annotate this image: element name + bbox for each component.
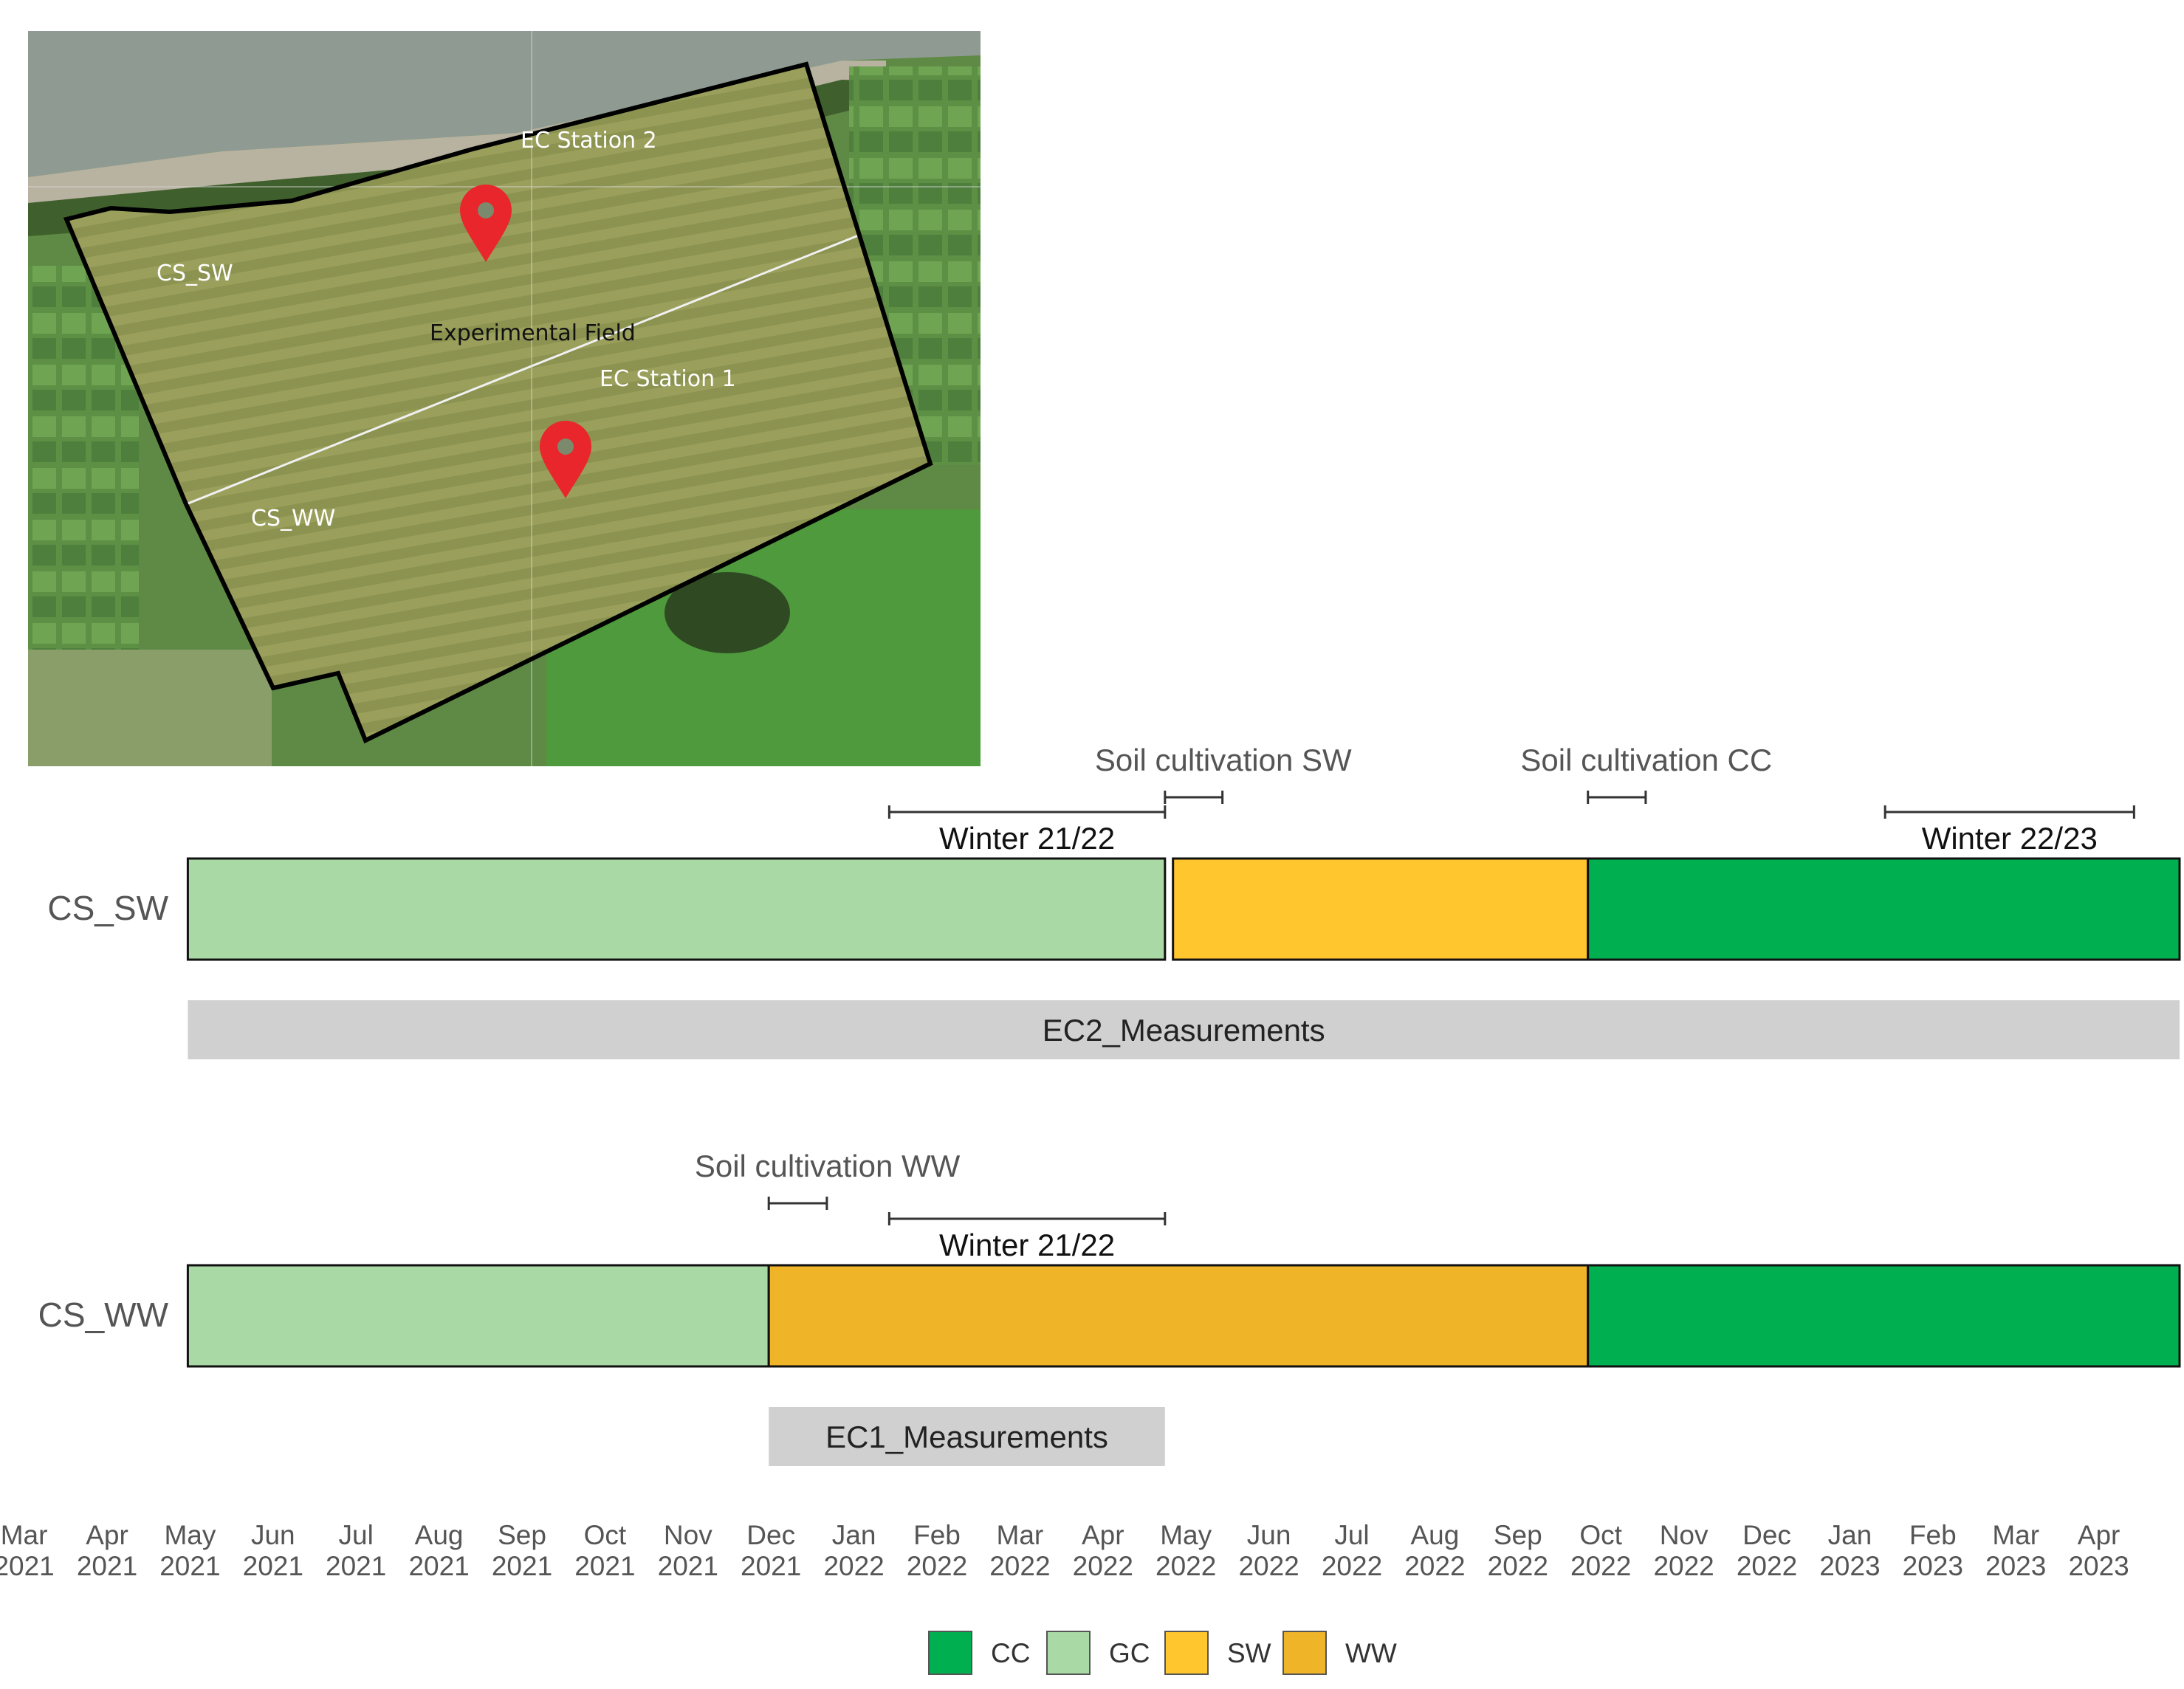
tick-label-month: Jul xyxy=(1334,1520,1369,1550)
tick-label-year: 2021 xyxy=(741,1551,801,1581)
tick-label-year: 2023 xyxy=(1819,1551,1880,1581)
tick-label-month: Aug xyxy=(1410,1520,1459,1550)
time-axis: Mar2021Apr2021May2021Jun2021Jul2021Aug20… xyxy=(0,1520,2129,1581)
tick-label-year: 2023 xyxy=(1903,1551,1963,1581)
tick-label-month: Sep xyxy=(498,1520,546,1550)
tick-label-month: Jun xyxy=(1247,1520,1291,1550)
tick-label-month: Jan xyxy=(832,1520,876,1550)
tick-label-month: Mar xyxy=(1992,1520,2039,1550)
tick-label-year: 2022 xyxy=(1737,1551,1797,1581)
tick-label-year: 2022 xyxy=(1488,1551,1548,1581)
legend-swatch-gc xyxy=(1046,1631,1091,1675)
legend-label-gc: GC xyxy=(1109,1638,1150,1668)
tick-label-month: Nov xyxy=(664,1520,712,1550)
tick-label-month: Jan xyxy=(1828,1520,1872,1550)
tick-label-year: 2021 xyxy=(0,1551,55,1581)
tick-label-month: Oct xyxy=(584,1520,627,1550)
tick-label-year: 2022 xyxy=(989,1551,1050,1581)
legend-label-cc: CC xyxy=(991,1638,1030,1668)
tick-label-month: Dec xyxy=(1742,1520,1791,1550)
tick-label-year: 2022 xyxy=(1073,1551,1133,1581)
tick-label-year: 2021 xyxy=(326,1551,386,1581)
crop-segment-cc xyxy=(1587,857,2181,961)
tick-label-year: 2022 xyxy=(823,1551,884,1581)
tick-label-year: 2022 xyxy=(1570,1551,1631,1581)
tick-label-month: Sep xyxy=(1494,1520,1542,1550)
tick-label-year: 2021 xyxy=(492,1551,552,1581)
tick-label-year: 2023 xyxy=(2068,1551,2129,1581)
tick-label-month: Oct xyxy=(1579,1520,1622,1550)
tick-label-year: 2022 xyxy=(1322,1551,1382,1581)
tick-label-year: 2021 xyxy=(408,1551,469,1581)
measurement-bar xyxy=(188,1000,2180,1059)
legend-swatch-ww xyxy=(1282,1631,1327,1675)
crop-segment-gc xyxy=(186,857,1167,961)
tick-label-month: Apr xyxy=(1082,1520,1124,1550)
field-divider xyxy=(185,233,861,506)
crop-segment-ww xyxy=(767,1264,1590,1368)
tick-label-month: Dec xyxy=(746,1520,795,1550)
field-boundary xyxy=(63,61,933,744)
tick-label-month: Mar xyxy=(1,1520,48,1550)
tick-label-month: Nov xyxy=(1660,1520,1709,1550)
measurement-label: EC1_Measurements xyxy=(825,1420,1108,1454)
legend: CC GC SW WW xyxy=(928,1631,1397,1675)
location-pin-icon xyxy=(460,185,512,262)
tick-label-year: 2022 xyxy=(1404,1551,1465,1581)
tick-label-year: 2021 xyxy=(243,1551,303,1581)
map-label-cs-ww: CS_WW xyxy=(251,506,335,532)
tick-label-year: 2023 xyxy=(1985,1551,2046,1581)
measurement-label: EC2_Measurements xyxy=(1043,1013,1325,1048)
tick-label-year: 2021 xyxy=(574,1551,635,1581)
location-pin-icon xyxy=(540,421,591,498)
tick-label-year: 2022 xyxy=(1653,1551,1714,1581)
tick-label-month: Jun xyxy=(251,1520,295,1550)
timeline-chart: CS_SW EC2_Measurements Winter 21/22 Soil cu… xyxy=(38,743,2181,1466)
cultivation-interval-label: Soil cultivation SW xyxy=(1095,743,1352,777)
map-label-ec-station-1: EC Station 1 xyxy=(600,366,736,392)
tick-label-month: Apr xyxy=(2078,1520,2121,1550)
row-label: CS_WW xyxy=(38,1296,169,1334)
meadow-bottom-left xyxy=(28,650,272,766)
crop-segment-cc xyxy=(1587,1264,2181,1368)
tick-label-year: 2021 xyxy=(658,1551,718,1581)
tick-label-month: Mar xyxy=(997,1520,1044,1550)
crop-segment-sw xyxy=(1172,857,1590,961)
tick-label-year: 2022 xyxy=(907,1551,967,1581)
tick-label-month: May xyxy=(1160,1520,1212,1550)
aerial-map: EC Station 2 EC Station 1 Experimental F… xyxy=(28,31,981,766)
tick-label-year: 2022 xyxy=(1155,1551,1216,1581)
field-surface xyxy=(66,64,930,740)
water-area xyxy=(28,31,981,177)
tick-label-month: Jul xyxy=(339,1520,374,1550)
tick-label-month: Aug xyxy=(415,1520,464,1550)
legend-swatch-sw xyxy=(1164,1631,1209,1675)
legend-label-sw: SW xyxy=(1227,1638,1271,1668)
measurement-bar xyxy=(769,1407,1165,1466)
tree-line xyxy=(28,80,886,236)
map-label-cs-sw: CS_SW xyxy=(157,261,233,286)
tick-label-year: 2021 xyxy=(77,1551,137,1581)
row-label: CS_SW xyxy=(47,889,168,927)
tick-label-month: May xyxy=(164,1520,216,1550)
map-label-ec-station-2: EC Station 2 xyxy=(521,128,657,154)
cultivation-interval-label: Soil cultivation WW xyxy=(695,1149,961,1183)
tick-label-month: Feb xyxy=(913,1520,961,1550)
tick-label-year: 2021 xyxy=(159,1551,220,1581)
winter-interval-label: Winter 21/22 xyxy=(939,1228,1115,1262)
tick-label-year: 2022 xyxy=(1238,1551,1299,1581)
legend-label-ww: WW xyxy=(1345,1638,1397,1668)
tree-clump xyxy=(665,572,790,653)
cultivation-interval-label: Soil cultivation CC xyxy=(1520,743,1772,777)
tick-label-month: Feb xyxy=(1909,1520,1957,1550)
winter-interval-label: Winter 21/22 xyxy=(939,821,1115,856)
winter-interval-label: Winter 22/23 xyxy=(1922,821,2098,856)
map-label-experimental-field: Experimental Field xyxy=(430,320,636,346)
legend-swatch-cc xyxy=(928,1631,972,1675)
crop-segment-gc xyxy=(186,1264,770,1368)
tick-label-month: Apr xyxy=(86,1520,128,1550)
